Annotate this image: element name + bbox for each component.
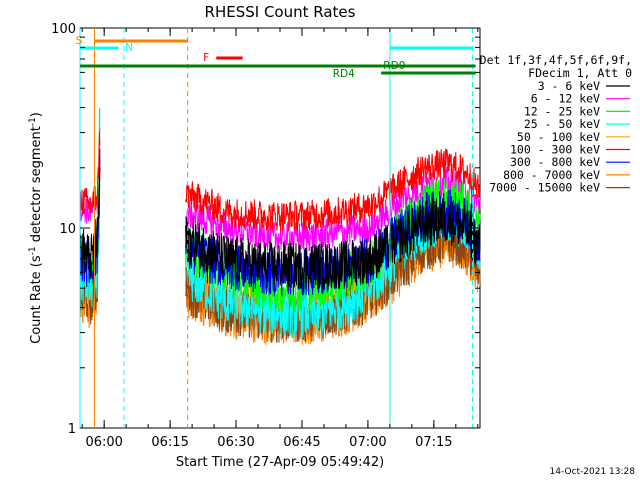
x-tick-label: 07:00 bbox=[349, 435, 386, 450]
x-tick-label: 06:45 bbox=[283, 435, 320, 450]
annotation-layer: S N F RD0 RD4 bbox=[76, 35, 476, 80]
chart-title: RHESSI Count Rates bbox=[205, 3, 356, 21]
series-line-100-300-kev bbox=[79, 131, 481, 232]
label-rd4: RD4 bbox=[333, 68, 355, 80]
y-tick-label: 1 bbox=[68, 422, 76, 437]
legend: Det 1f,3f,4f,5f,6f,9f, FDecim 1, Att 0 3… bbox=[480, 53, 632, 195]
legend-label: 12 - 25 keV bbox=[524, 104, 600, 118]
x-tick-label: 06:15 bbox=[151, 435, 188, 450]
legend-header-2: FDecim 1, Att 0 bbox=[528, 66, 632, 80]
x-tick-label: 06:00 bbox=[85, 435, 122, 450]
legend-label: 7000 - 15000 keV bbox=[489, 181, 600, 195]
series-line-3-6-kev bbox=[79, 167, 481, 290]
label-rd0: RD0 bbox=[383, 60, 405, 72]
y-ticks: 1 10 100 bbox=[51, 22, 480, 437]
legend-label: 50 - 100 keV bbox=[517, 130, 600, 144]
label-s: S bbox=[76, 35, 83, 47]
label-f: F bbox=[203, 52, 209, 64]
x-axis-label: Start Time (27-Apr-09 05:49:42) bbox=[176, 455, 384, 470]
legend-label: 300 - 800 keV bbox=[510, 155, 600, 169]
series-layer bbox=[79, 107, 481, 346]
y-tick-label: 10 bbox=[59, 222, 76, 237]
y-axis-label: Count Rate (s-1 detector segment-1) bbox=[28, 112, 44, 344]
footer-date: 14-Oct-2021 13:28 bbox=[550, 467, 636, 477]
legend-label: 6 - 12 keV bbox=[531, 92, 600, 106]
legend-label: 3 - 6 keV bbox=[538, 79, 600, 93]
x-tick-label: 06:30 bbox=[217, 435, 254, 450]
x-ticks: 06:00 06:15 06:30 06:45 07:00 07:15 bbox=[81, 28, 479, 450]
y-tick-label: 100 bbox=[51, 22, 76, 37]
legend-header-1: Det 1f,3f,4f,5f,6f,9f, bbox=[480, 53, 632, 67]
legend-label: 100 - 300 keV bbox=[510, 143, 600, 157]
legend-label: 25 - 50 keV bbox=[524, 117, 600, 131]
legend-label: 800 - 7000 keV bbox=[503, 168, 600, 182]
label-n: N bbox=[125, 42, 133, 54]
x-tick-label: 07:15 bbox=[415, 435, 452, 450]
